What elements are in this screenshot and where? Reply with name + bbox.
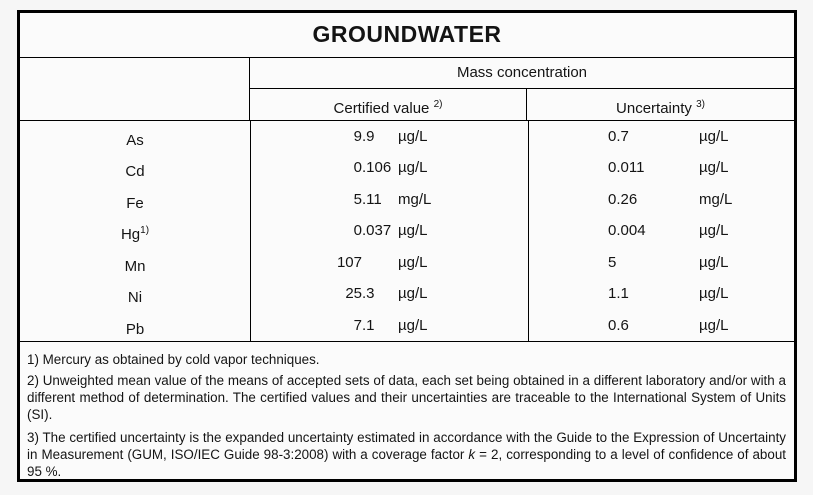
certified-value-cell: 7.1 µg/L [251, 309, 529, 341]
table-row: Ni 25.3 µg/L 1.1 µg/L [20, 278, 794, 310]
header-uncertainty: Uncertainty 3) [527, 89, 794, 120]
table-row: Cd 0.106 µg/L 0.011 µg/L [20, 152, 794, 184]
uncertainty-unit: mg/L [699, 190, 733, 208]
header-empty-cell [20, 58, 250, 120]
certified-value-int: 7 [353, 316, 362, 334]
certified-value-frac: .9 [362, 128, 375, 145]
table-row: Mn 107 µg/L 5 µg/L [20, 246, 794, 279]
uncertainty-cell: 5 µg/L [529, 247, 794, 278]
certified-value-frac: .106 [362, 159, 392, 177]
uncertainty-unit: µg/L [699, 316, 729, 334]
certified-value-frac: .3 [362, 285, 375, 303]
uncertainty-unit: µg/L [699, 128, 729, 145]
certified-value-label: Certified value [333, 100, 430, 117]
certified-value-unit: µg/L [398, 128, 428, 145]
uncertainty-value: 0.7 [608, 128, 629, 145]
groundwater-certificate-table: GROUNDWATER Mass concentration Certified… [17, 10, 797, 482]
data-rows: As 9.9 µg/L 0.7 µg/L Cd 0.106 µg/L 0.011 µg/L Fe 5.… [20, 120, 794, 341]
certified-value-cell: 0.106 µg/L [251, 152, 529, 184]
certified-value-unit: µg/L [398, 159, 428, 177]
element-symbol: Mn [124, 257, 146, 275]
uncertainty-unit: µg/L [699, 253, 729, 271]
element-cell: Pb [20, 309, 251, 341]
element-symbol: Ni [127, 289, 143, 307]
certified-value-frac: .1 [362, 316, 375, 334]
uncertainty-label: Uncertainty [616, 100, 692, 117]
certified-value-cell: 25.3 µg/L [251, 278, 529, 310]
uncertainty-unit: µg/L [699, 222, 729, 240]
element-symbol: Pb [125, 320, 145, 338]
element-footnote-ref: 1) [140, 225, 150, 237]
uncertainty-value: 0.004 [608, 222, 646, 240]
uncertainty-cell: 0.6 µg/L [529, 310, 794, 341]
element-cell: Ni [20, 278, 251, 310]
element-cell: As [20, 121, 251, 153]
element-cell: Hg1) [20, 215, 251, 247]
element-symbol: As [126, 132, 144, 149]
certified-value-unit: mg/L [398, 190, 432, 208]
certified-value-int: 107 [336, 253, 362, 271]
certified-value-cell: 9.9 µg/L [251, 121, 529, 153]
certified-value-int: 5 [353, 190, 362, 208]
footnotes: 1) Mercury as obtained by cold vapor tec… [20, 341, 794, 479]
footnote-3-text: 3) The certified uncertainty is the expa… [27, 430, 786, 462]
certified-value-cell: 0.037 µg/L [251, 215, 529, 247]
certified-value-int: 9 [353, 128, 362, 145]
uncertainty-value: 1.1 [608, 285, 629, 303]
footnote-3-text-cont: = 2, corresponding to a level of confide… [27, 447, 786, 479]
footnote-3-k-symbol: k [468, 447, 476, 462]
certified-value-unit: µg/L [398, 253, 428, 271]
footnote-3: 3) The certified uncertainty is the expa… [27, 429, 786, 480]
uncertainty-value: 5 [608, 253, 617, 271]
table-row: Hg1) 0.037 µg/L 0.004 µg/L [20, 215, 794, 247]
element-symbol: Cd [125, 163, 145, 181]
certified-value-cell: 5.11 mg/L [251, 183, 529, 216]
element-cell: Cd [20, 152, 251, 184]
uncertainty-footnote-ref: 3) [696, 99, 705, 110]
certified-value-frac: .11 [362, 190, 382, 208]
certified-value-int: 0 [353, 159, 362, 177]
element-symbol: Fe [126, 194, 144, 212]
table-title: GROUNDWATER [20, 13, 794, 58]
uncertainty-unit: µg/L [699, 285, 729, 303]
table-row: Pb 7.1 µg/L 0.6 µg/L [20, 309, 794, 341]
uncertainty-value: 0.26 [608, 190, 638, 208]
element-symbol: Hg [120, 226, 141, 244]
certified-value-int: 0 [353, 222, 362, 240]
header-certified-value: Certified value 2) [250, 89, 527, 120]
footnote-1: 1) Mercury as obtained by cold vapor tec… [27, 352, 320, 367]
uncertainty-unit: µg/L [699, 159, 729, 177]
certified-value-cell: 107 µg/L [251, 246, 529, 279]
header-mass-concentration: Mass concentration [250, 58, 794, 89]
certified-value-unit: µg/L [398, 285, 428, 303]
element-cell: Mn [20, 246, 251, 279]
element-cell: Fe [20, 183, 251, 216]
uncertainty-cell: 0.26 mg/L [529, 184, 794, 215]
uncertainty-value: 0.011 [608, 159, 645, 177]
uncertainty-cell: 0.7 µg/L [529, 121, 794, 152]
uncertainty-cell: 1.1 µg/L [529, 278, 794, 309]
uncertainty-cell: 0.011 µg/L [529, 152, 794, 183]
certified-value-unit: µg/L [398, 222, 428, 240]
certified-value-footnote-ref: 2) [433, 99, 443, 110]
footnote-2: 2) Unweighted mean value of the means of… [27, 373, 786, 422]
certified-value-int: 25 [345, 285, 362, 303]
certified-value-unit: µg/L [398, 316, 428, 334]
table-row: Fe 5.11 mg/L 0.26 mg/L [20, 183, 794, 216]
uncertainty-value: 0.6 [608, 316, 629, 334]
uncertainty-cell: 0.004 µg/L [529, 215, 794, 246]
certified-value-frac: .037 [362, 222, 392, 240]
table-row: As 9.9 µg/L 0.7 µg/L [20, 121, 794, 153]
